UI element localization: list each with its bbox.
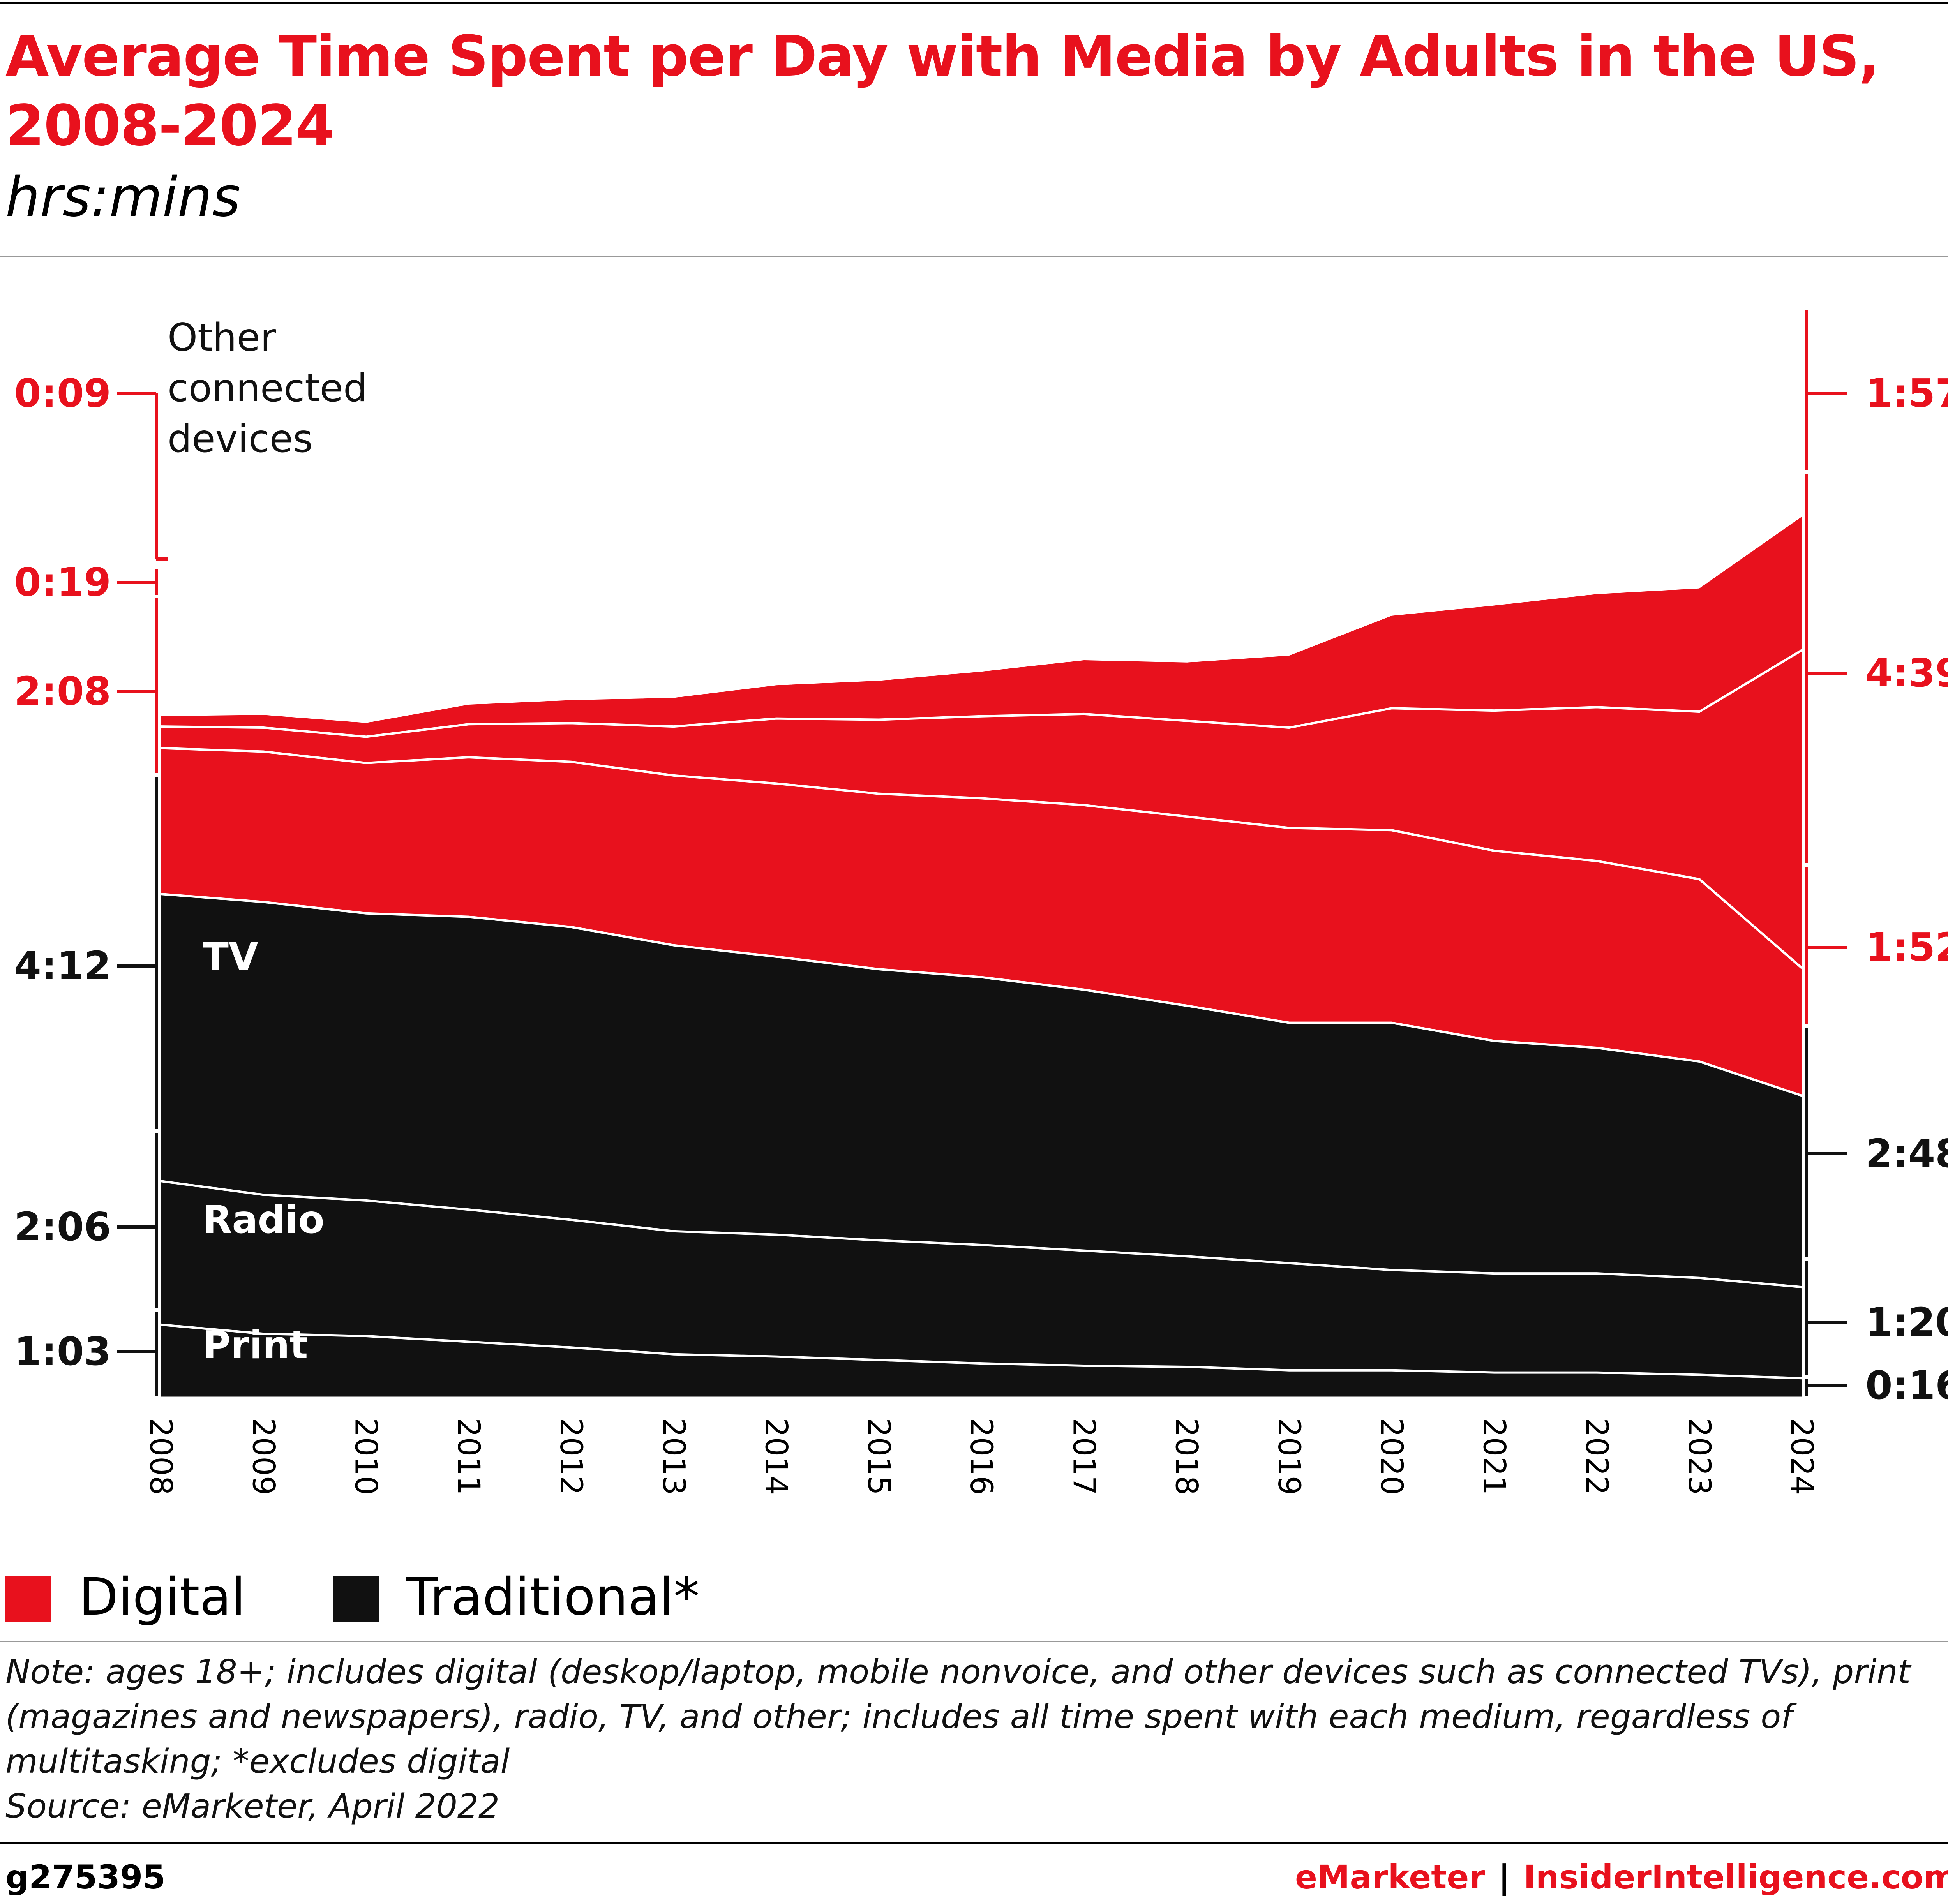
x-tick-label: 2024 [1784,1418,1819,1495]
area-label-layer: Other connected devices Mobile Desktop/ Lapt… [168,316,629,1368]
left-callout-label: 4:12 [14,943,111,989]
area-label-other-connected-devices: Other connected devices [168,316,367,461]
left-callout-label: 0:19 [14,559,111,605]
right-callout-label: 1:57 [1865,370,1948,416]
x-tick-label: 2011 [451,1418,486,1495]
brand-emarketer: eMarketer [1295,1858,1485,1896]
legend-swatch-digital [5,1576,51,1622]
footer-rule [0,1842,1948,1844]
subtitle-rule [0,256,1948,257]
x-tick-label: 2015 [861,1418,896,1495]
x-tick-label: 2017 [1066,1418,1101,1495]
area-label-line: devices [168,417,313,461]
right-callout-label: 4:39 [1865,650,1948,696]
separator-line-desktop-laptop [161,747,1803,969]
chart-subtitle: hrs:mins [5,166,241,229]
chart-source: Source: eMarketer, April 2022 [5,1787,500,1826]
chart-id: g275395 [5,1858,166,1896]
top-rule [0,2,1948,4]
legend-label-digital: Digital [79,1567,246,1627]
right-callout-label: 1:20 [1865,1299,1948,1345]
separator-line-mobile [161,649,1803,738]
left-callout-label: 2:06 [14,1204,111,1250]
x-tick-label: 2008 [143,1418,178,1495]
x-tick-label: 2010 [348,1418,383,1495]
separator-line-tv [161,893,1802,1097]
separator-layer [161,649,1803,1380]
legend-swatch-traditional [333,1576,379,1622]
x-tick-label: 2021 [1476,1418,1511,1495]
legend-rule [0,1641,1948,1642]
legend-label-traditional: Traditional* [406,1567,700,1627]
x-tick-label: 2019 [1271,1418,1306,1495]
brand-separator: | [1498,1858,1510,1896]
area-layer [161,516,1802,1397]
x-tick-label: 2020 [1374,1418,1409,1495]
separator-line-radio [161,1180,1802,1289]
stacked-area-chart: Other connected devices Mobile Desktop/ Lapt… [14,310,1948,1495]
brand-insider-intelligence: InsiderIntelligence.com [1523,1858,1948,1896]
callout-layer: 0:09 0:19 2:08 4:12 2:06 1:03 1:57 4:39 1:52 2:48… [14,310,1948,1408]
area-label-line: Other [168,316,276,360]
area-label-line: connected [168,366,367,411]
x-tick-label: 2018 [1169,1418,1204,1495]
left-callout-label: 1:03 [14,1329,111,1374]
x-tick-label: 2009 [245,1418,281,1495]
x-tick-label: 2016 [963,1418,999,1495]
x-tick-label: 2014 [759,1418,794,1495]
brand: eMarketer | InsiderIntelligence.com [1295,1858,1948,1896]
chart-title: Average Time Spent per Day with Media by… [5,23,1880,158]
x-tick-label: 2013 [656,1418,691,1495]
area-label-mobile: Mobile [485,502,629,547]
area-other-connected-devices [161,516,1802,737]
x-tick-label: 2012 [553,1418,588,1495]
x-axis: 2008 2009 2010 2011 2012 2013 2014 2015 2016 2017… [143,1418,1819,1495]
right-callout-label: 1:52 [1865,924,1948,970]
left-callout-label: 2:08 [14,668,111,714]
area-label-desktop-laptop: Desktop/ Laptop [203,651,557,695]
chart-note: Note: ages 18+; includes digital (deskop… [5,1653,1911,1781]
right-callout-label: 2:48 [1865,1131,1948,1176]
area-label-print: Print [203,1323,308,1368]
area-label-radio: Radio [203,1198,325,1242]
area-label-tv: TV [203,935,258,979]
x-tick-label: 2023 [1682,1418,1717,1495]
x-tick-label: 2022 [1579,1418,1614,1495]
left-callout-label: 0:09 [14,370,111,416]
separator-line-print [161,1323,1802,1380]
right-callout-label: 0:16 [1865,1363,1948,1408]
